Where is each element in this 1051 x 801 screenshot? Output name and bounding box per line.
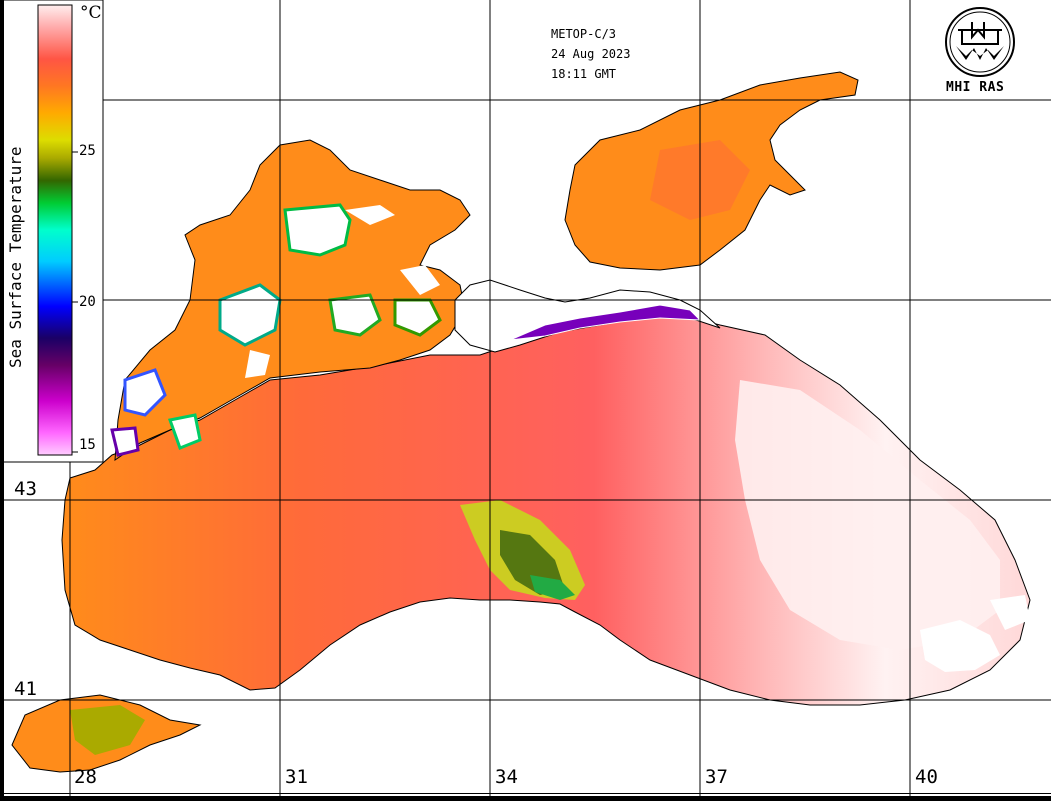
mhi-ras-emblem-icon (945, 7, 1015, 77)
longitude-label-28: 28 (74, 766, 97, 788)
legend-ticks (72, 151, 78, 453)
longitude-label-34: 34 (495, 766, 518, 788)
latitude-label-41: 41 (14, 678, 37, 700)
crimea-coastal-cold-band (509, 304, 702, 341)
legend-tick-20: 20 (79, 294, 96, 310)
logo-text: MHI RAS (946, 80, 1005, 95)
left-ruler (0, 0, 4, 801)
legend-tick-25: 25 (79, 143, 96, 159)
cool-fringes (110, 203, 442, 457)
longitude-label-37: 37 (705, 766, 728, 788)
legend-tick-15: 15 (79, 437, 96, 453)
legend-title: Sea Surface Temperature (6, 146, 25, 368)
acquisition-date: 24 Aug 2023 (551, 47, 631, 61)
legend-color-bar (37, 4, 73, 456)
eastern-hot-zone (735, 380, 1000, 650)
bottom-ruler (0, 793, 1051, 801)
satellite-name: METOP-C/3 (551, 27, 617, 41)
sinop-upwelling-green (530, 575, 575, 600)
marmara-cool-patch (70, 705, 145, 755)
latitude-label-43: 43 (14, 478, 37, 500)
image-header: METOP-C/3 24 Aug 2023 18:11 GMT (551, 24, 630, 84)
eastern-clouds (920, 595, 1030, 672)
acquisition-time: 18:11 GMT (551, 67, 617, 81)
longitude-label-40: 40 (915, 766, 938, 788)
longitude-label-31: 31 (285, 766, 308, 788)
legend-unit: °C (80, 3, 102, 23)
